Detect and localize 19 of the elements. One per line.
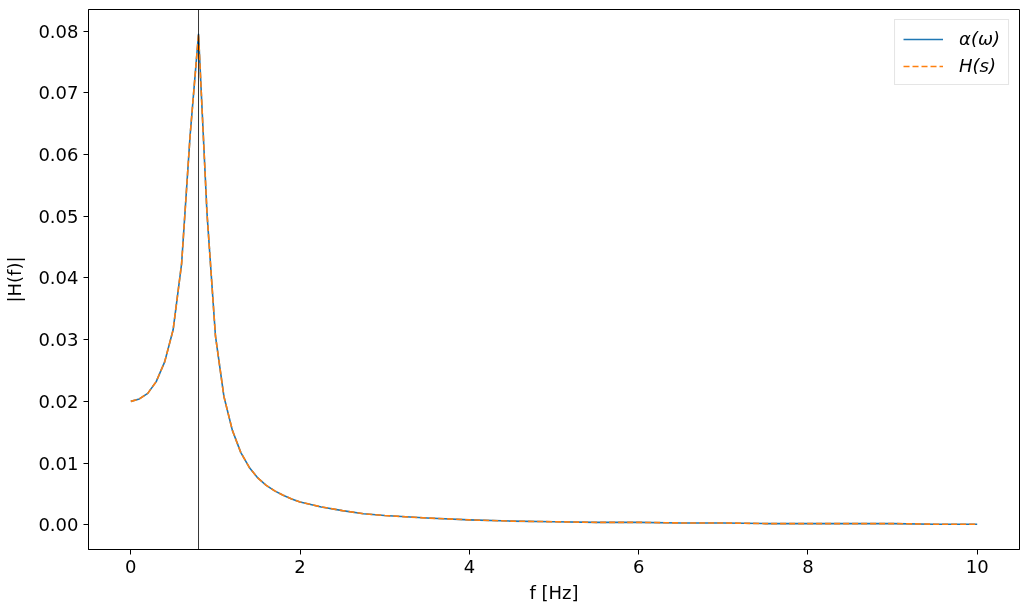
y-axis-title: |H(f)|: [4, 256, 26, 303]
y-tick-label: 0.04: [38, 267, 79, 289]
y-tick-label: 0.01: [38, 452, 79, 474]
x-tick-label: 2: [294, 555, 306, 577]
x-tick-label: 0: [125, 555, 137, 577]
legend-label: H(s): [959, 55, 996, 76]
y-tick-label: 0.00: [38, 514, 79, 536]
y-tick-label: 0.07: [38, 82, 79, 104]
x-tick-label: 4: [463, 555, 476, 577]
x-tick-label: 8: [802, 555, 814, 577]
legend-label: α(ω): [959, 28, 1000, 49]
y-tick-label: 0.03: [38, 329, 79, 351]
y-tick-label: 0.06: [38, 144, 79, 166]
y-tick-label: 0.02: [38, 390, 79, 412]
y-tick-label: 0.08: [38, 20, 79, 42]
x-axis-title: f [Hz]: [529, 581, 579, 603]
x-tick-label: 6: [632, 555, 645, 577]
y-tick-label: 0.05: [38, 205, 79, 227]
x-tick-label: 10: [965, 555, 989, 577]
